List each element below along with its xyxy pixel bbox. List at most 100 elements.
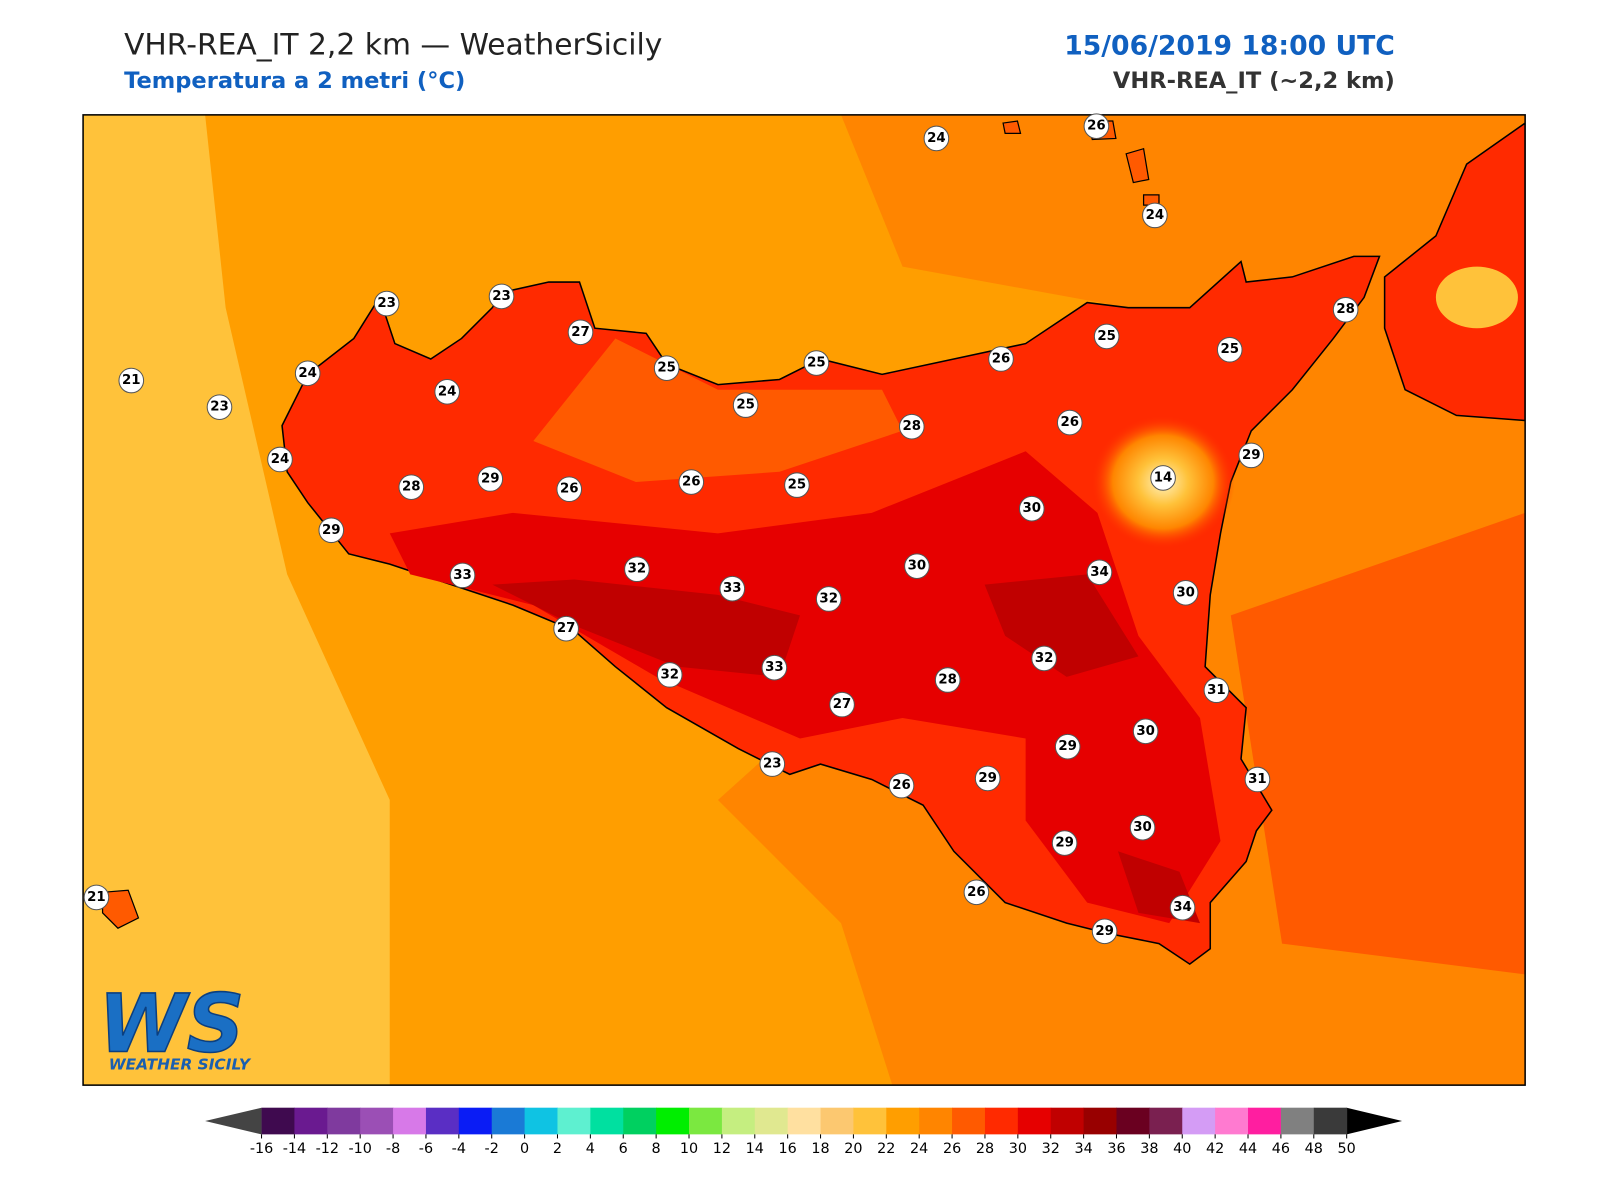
colorbar-bin <box>689 1107 723 1135</box>
colorbar-over <box>1346 1107 1403 1135</box>
station-value: 23 <box>210 400 229 415</box>
station-value: 27 <box>557 621 576 636</box>
station-marker <box>1169 894 1196 921</box>
colorbar-label: -6 <box>419 1141 433 1157</box>
station-value: 24 <box>298 366 317 381</box>
station-value: 33 <box>453 568 472 583</box>
colorbar: -16 -14 -12 -10 -8 -6 -4 -2 0 2 4 6 8 10 12 14 16 18 20 22 2… <box>205 1107 1403 1157</box>
north-coast-warm <box>533 338 903 483</box>
station-value: 28 <box>1336 302 1355 317</box>
station-value: 25 <box>657 361 676 376</box>
station-value: 26 <box>1060 415 1079 430</box>
colorbar-bin <box>360 1107 394 1135</box>
colorbar-label: 30 <box>1009 1141 1027 1157</box>
station-value: 24 <box>438 384 457 399</box>
colorbar-label: -4 <box>452 1141 466 1157</box>
station-value: 34 <box>1173 900 1192 915</box>
station-value: 29 <box>1242 448 1261 463</box>
station-value: 33 <box>765 660 784 675</box>
station-value: 28 <box>938 673 957 688</box>
station-value: 26 <box>560 482 579 497</box>
station-marker <box>1054 733 1081 760</box>
station-value: 30 <box>1136 724 1155 739</box>
colorbar-bin <box>623 1107 657 1135</box>
colorbar-bin <box>590 1107 624 1135</box>
colorbar-label: 28 <box>976 1141 994 1157</box>
station-marker <box>1150 465 1176 491</box>
station-value: 30 <box>1176 585 1195 600</box>
station-marker <box>1172 580 1199 606</box>
station-marker <box>934 667 961 693</box>
station-marker <box>488 283 515 310</box>
colorbar-label: 38 <box>1140 1141 1158 1157</box>
colorbar-bin <box>458 1107 493 1135</box>
colorbar-bin <box>557 1107 591 1135</box>
station-value: 30 <box>908 559 927 574</box>
colorbar-label: 20 <box>844 1141 862 1157</box>
map <box>83 114 1526 1086</box>
station-marker <box>1244 766 1271 793</box>
colorbar-label: 34 <box>1074 1141 1092 1157</box>
station-marker <box>1056 409 1083 436</box>
colorbar-bin <box>853 1107 887 1135</box>
station-marker <box>267 446 293 473</box>
colorbar-label: 48 <box>1305 1141 1323 1157</box>
station-value: 24 <box>1146 208 1165 223</box>
station-value: 32 <box>819 591 838 606</box>
station-marker <box>567 319 594 346</box>
station-marker <box>1083 113 1110 139</box>
station-marker <box>1031 645 1057 672</box>
station-marker <box>83 884 110 911</box>
station-value: 26 <box>967 885 986 900</box>
subtitle: Temperatura a 2 metri (°C) <box>124 68 465 94</box>
colorbar-label: -10 <box>348 1141 371 1157</box>
station-value: 32 <box>628 562 647 577</box>
stations: 24 26 24 23 23 27 25 25 26 25 25 28 21 24 24 23 25 28 26 24… <box>83 113 1359 945</box>
station-value: 30 <box>1023 501 1042 516</box>
station-marker <box>553 615 579 642</box>
station-value: 32 <box>1035 651 1054 666</box>
station-value: 25 <box>1220 342 1239 357</box>
title: VHR-REA_IT 2,2 km — WeatherSicily <box>124 27 662 62</box>
hottest <box>492 574 1200 924</box>
station-marker <box>206 394 233 420</box>
station-value: 31 <box>1207 683 1226 698</box>
colorbar-bin <box>1182 1107 1216 1135</box>
station-value: 26 <box>1087 119 1106 134</box>
colorbar-bin <box>984 1107 1019 1135</box>
colorbar-label: 4 <box>586 1141 595 1157</box>
station-value: 32 <box>660 667 679 682</box>
station-value: 30 <box>1133 820 1152 835</box>
map-frame <box>82 114 1526 1086</box>
station-value: 29 <box>1095 924 1114 939</box>
station-marker <box>898 413 925 440</box>
station-value: 29 <box>481 471 500 486</box>
interior-hot <box>389 451 1221 924</box>
station-value: 14 <box>1154 470 1173 485</box>
colorbar-bin <box>1050 1107 1085 1135</box>
station-marker <box>1238 442 1265 469</box>
station-value: 28 <box>903 419 922 434</box>
colorbar-label: 36 <box>1107 1141 1125 1157</box>
station-value: 29 <box>322 523 341 538</box>
date: 15/06/2019 18:00 UTC <box>1064 30 1395 61</box>
station-marker <box>653 355 680 382</box>
station-marker <box>449 562 476 589</box>
colorbar-label: 26 <box>943 1141 961 1157</box>
colorbar-label: 12 <box>713 1141 731 1157</box>
colorbar-label: 8 <box>652 1141 661 1157</box>
colorbar-label: 42 <box>1206 1141 1224 1157</box>
station-value: 27 <box>833 697 852 712</box>
station-marker <box>1332 296 1359 323</box>
station-marker <box>719 575 746 602</box>
station-marker <box>1216 336 1243 363</box>
station-marker <box>815 586 842 612</box>
station-marker <box>398 474 425 500</box>
station-marker <box>318 517 345 544</box>
station-value: 29 <box>978 771 997 786</box>
colorbar-label: -16 <box>250 1141 273 1157</box>
station-value: 24 <box>927 131 946 146</box>
colorbar-label: 10 <box>680 1141 698 1157</box>
colorbar-bin <box>952 1107 986 1135</box>
